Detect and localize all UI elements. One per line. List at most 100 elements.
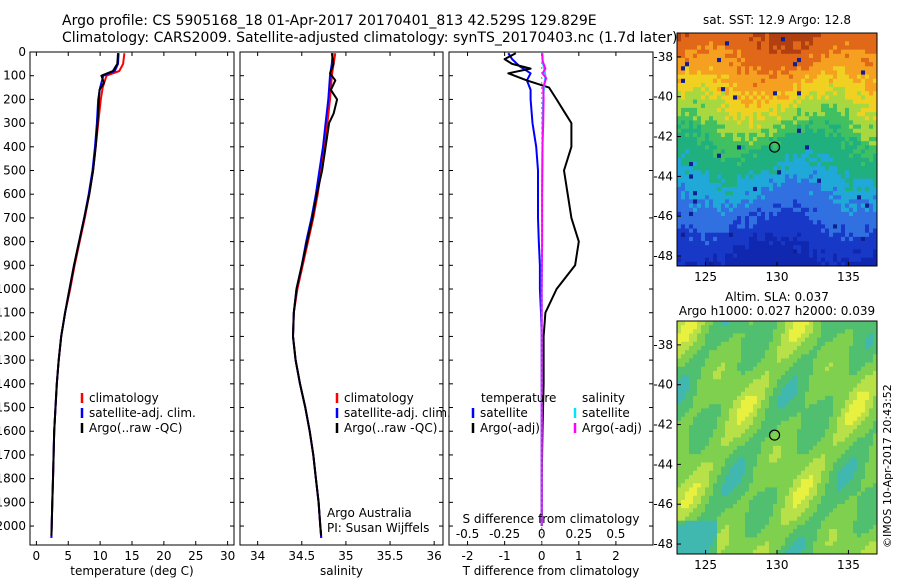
sla_map-cell: [737, 429, 742, 434]
sst_map-cell: [757, 241, 762, 246]
sla_map-cell: [829, 362, 834, 368]
sst_map-cell: [761, 128, 766, 134]
sst_map-cell: [769, 128, 774, 134]
sst_map-cell: [741, 57, 746, 63]
sla_map-cell: [861, 321, 866, 326]
sst_map-cell: [861, 99, 866, 105]
sst_map-cell: [861, 149, 866, 155]
sst_map-cell: [725, 137, 730, 142]
sst_map-cell: [869, 82, 874, 88]
sla_map-cell: [677, 479, 682, 484]
sla_map-cell: [845, 370, 850, 376]
sla_map-cell: [677, 416, 682, 422]
sst_map-cell: [733, 95, 738, 100]
sst_map-cell: [797, 49, 802, 55]
sst_map-cell: [825, 137, 830, 142]
sst_map-cell: [733, 70, 738, 76]
sst_map-cell: [853, 178, 858, 184]
sst_map-cell: [761, 174, 766, 180]
sst_map-cell: [801, 37, 806, 42]
sst_map-cell: [869, 99, 874, 105]
sla_map-cell: [765, 416, 770, 422]
sst_map-cell: [753, 120, 758, 125]
sla_map-cell: [761, 412, 766, 418]
sst_map-cell: [769, 74, 774, 80]
sla_map-cell: [765, 470, 770, 476]
sst_map-cell: [753, 124, 758, 130]
sst_map-cell: [689, 241, 694, 246]
sst_map-cell: [745, 82, 750, 88]
sla_map-cell: [781, 437, 786, 443]
sla_map-cell: [677, 362, 682, 368]
sla_map-cell: [677, 370, 682, 376]
sla_map-cell: [849, 433, 854, 438]
sla_map-cell: [737, 354, 742, 359]
sla_map-cell: [841, 358, 846, 364]
sst_map-cell: [725, 216, 730, 221]
sst_map-cell: [749, 178, 754, 184]
sst_map-cell: [845, 124, 850, 130]
sla_map-cell: [685, 358, 690, 364]
sla_map-cell: [777, 395, 782, 401]
temperature-ytick-label: 1500: [0, 401, 26, 415]
sst_map-cell: [833, 128, 838, 134]
sla_map-cell: [853, 400, 858, 405]
sst_map-cell: [813, 157, 818, 163]
sla_map-cell: [817, 474, 822, 480]
sst_map-cell: [697, 211, 702, 217]
sst_map-cell: [853, 91, 858, 96]
sla_map-cell: [817, 466, 822, 472]
sst_map-cell: [741, 157, 746, 163]
sst_map-cell: [733, 236, 738, 242]
sst_map-cell: [785, 66, 790, 71]
sst_map-cell: [677, 249, 682, 254]
sla_map-cell: [725, 341, 730, 347]
sst_map-cell: [817, 91, 822, 96]
sla_map-cell: [817, 362, 822, 368]
sst_map-cell: [717, 153, 722, 159]
sst_map-cell: [721, 87, 726, 92]
sla_map-cell: [833, 333, 838, 339]
sla_map-cell: [841, 449, 846, 455]
sla_map-cell: [729, 375, 734, 380]
sla_map-cell: [873, 466, 878, 472]
sla_map-cell: [873, 375, 878, 380]
sst_map-cell: [805, 174, 810, 180]
sla_map-cell: [801, 470, 806, 476]
sst_map-cell: [693, 128, 698, 134]
sla_map-cell: [705, 358, 710, 364]
sst_map-cell: [833, 137, 838, 142]
sla_map-cell: [765, 437, 770, 443]
sst_map-cell: [773, 228, 778, 234]
sst_map-cell: [765, 112, 770, 117]
sst_map-cell: [677, 37, 682, 42]
sst_map-cell: [861, 224, 866, 229]
sst_map-cell: [725, 70, 730, 76]
sst_map-cell: [701, 132, 706, 138]
sla_map-cell: [769, 470, 774, 476]
sla_map-cell: [837, 395, 842, 401]
sla_map-cell: [793, 474, 798, 480]
sst_map-cell: [781, 170, 786, 175]
sla_map-cell: [829, 375, 834, 380]
sla_map-cell: [717, 408, 722, 413]
sla_map-cell: [841, 404, 846, 409]
sla_map-cell: [681, 470, 686, 476]
sla_map-cell: [701, 375, 706, 380]
sst_map-cell: [713, 249, 718, 254]
sst_map-cell: [849, 249, 854, 254]
sla_map-cell: [693, 345, 698, 351]
sst_map-cell: [841, 116, 846, 121]
sst_map-cell: [849, 207, 854, 213]
sst_map-cell: [733, 245, 738, 250]
sla_map-cell: [709, 379, 714, 384]
sst_map-cell: [709, 107, 714, 113]
sst_map-cell: [745, 132, 750, 138]
sst_map-cell: [697, 149, 702, 155]
sst_map-cell: [709, 145, 714, 150]
sla_map-cell: [721, 333, 726, 339]
sst_map-cell: [857, 174, 862, 180]
sla_map-cell: [773, 395, 778, 401]
sst_map-cell: [765, 103, 770, 109]
sst_map-cell: [817, 137, 822, 142]
